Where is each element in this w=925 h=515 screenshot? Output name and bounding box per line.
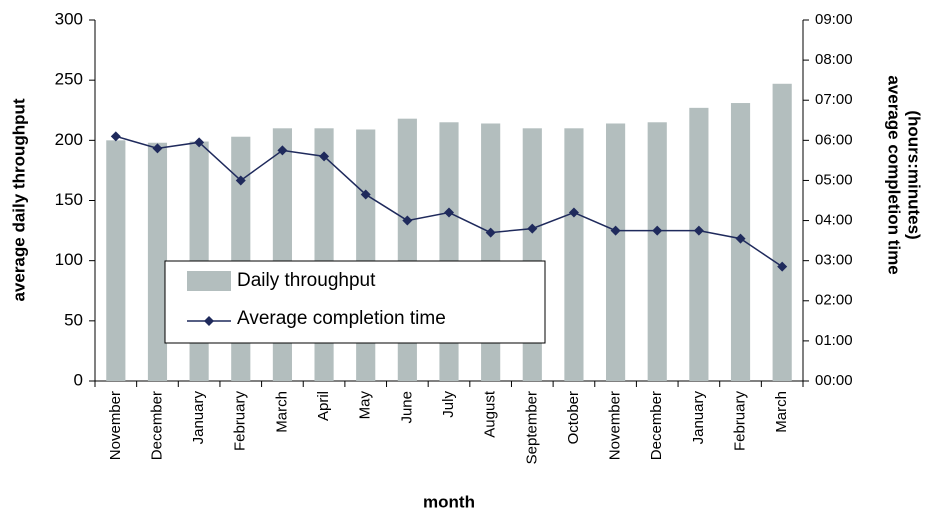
line-marker bbox=[527, 223, 538, 234]
line-marker bbox=[402, 215, 413, 226]
x-tick-label: February bbox=[232, 391, 249, 452]
y-axis-label: average daily throughput bbox=[9, 98, 28, 301]
x-tick-label: September bbox=[523, 391, 540, 464]
bar bbox=[772, 83, 792, 381]
legend-marker bbox=[204, 316, 214, 326]
x-axis-label: month bbox=[423, 492, 475, 511]
bar bbox=[106, 140, 126, 381]
x-tick-label: November bbox=[607, 391, 624, 460]
y2-tick-label: 04:00 bbox=[815, 212, 853, 229]
x-tick-label: February bbox=[731, 391, 748, 452]
y2-axis-label: (hours:minutes) bbox=[905, 110, 924, 239]
y-tick-label: 0 bbox=[74, 370, 83, 389]
y2-tick-label: 01:00 bbox=[815, 332, 853, 349]
line-marker bbox=[110, 131, 121, 142]
y2-tick-label: 05:00 bbox=[815, 171, 853, 188]
y-tick-label: 200 bbox=[55, 130, 83, 149]
bar bbox=[689, 107, 709, 382]
y2-tick-label: 06:00 bbox=[815, 131, 853, 148]
y2-tick-label: 02:00 bbox=[815, 292, 853, 309]
bar bbox=[147, 142, 168, 381]
line-marker bbox=[568, 207, 579, 218]
line-marker bbox=[652, 225, 663, 236]
y2-axis-label: average completion time bbox=[885, 75, 904, 274]
x-tick-label: June bbox=[398, 391, 415, 424]
legend-label: Average completion time bbox=[237, 308, 446, 329]
line-marker bbox=[610, 225, 621, 236]
legend-swatch bbox=[187, 271, 231, 291]
y-tick-label: 300 bbox=[55, 9, 83, 28]
line-marker bbox=[777, 261, 788, 272]
y2-tick-label: 09:00 bbox=[815, 11, 853, 28]
line-marker bbox=[360, 189, 371, 200]
line-marker bbox=[319, 151, 330, 162]
x-tick-label: April bbox=[315, 391, 332, 421]
line-marker bbox=[444, 207, 454, 218]
y-tick-label: 50 bbox=[64, 310, 83, 329]
y-tick-label: 250 bbox=[55, 70, 83, 89]
line-marker bbox=[693, 225, 704, 236]
x-tick-label: October bbox=[565, 391, 582, 444]
x-tick-label: November bbox=[107, 391, 124, 460]
x-tick-label: August bbox=[482, 390, 499, 438]
y2-tick-label: 07:00 bbox=[815, 91, 853, 108]
y2-tick-label: 08:00 bbox=[815, 51, 853, 68]
bar bbox=[647, 122, 667, 382]
legend-label: Daily throughput bbox=[237, 270, 376, 291]
x-tick-label: January bbox=[190, 391, 207, 445]
x-tick-label: March bbox=[273, 391, 290, 433]
x-tick-label: December bbox=[648, 391, 665, 460]
y2-tick-label: 03:00 bbox=[815, 252, 853, 269]
x-tick-label: December bbox=[148, 391, 165, 460]
y-tick-label: 100 bbox=[55, 250, 83, 269]
line-marker bbox=[152, 143, 163, 154]
y-tick-label: 150 bbox=[55, 190, 83, 209]
line-marker bbox=[485, 227, 496, 238]
x-tick-label: July bbox=[440, 391, 457, 418]
x-tick-label: March bbox=[773, 391, 790, 433]
y2-tick-label: 00:00 bbox=[815, 372, 853, 389]
line-marker bbox=[194, 137, 205, 148]
bar bbox=[564, 128, 584, 381]
line-marker bbox=[235, 175, 246, 186]
x-tick-label: May bbox=[357, 391, 374, 420]
bar bbox=[606, 123, 626, 381]
line-marker bbox=[277, 145, 288, 156]
x-tick-label: January bbox=[690, 391, 707, 445]
line-marker bbox=[735, 233, 746, 244]
